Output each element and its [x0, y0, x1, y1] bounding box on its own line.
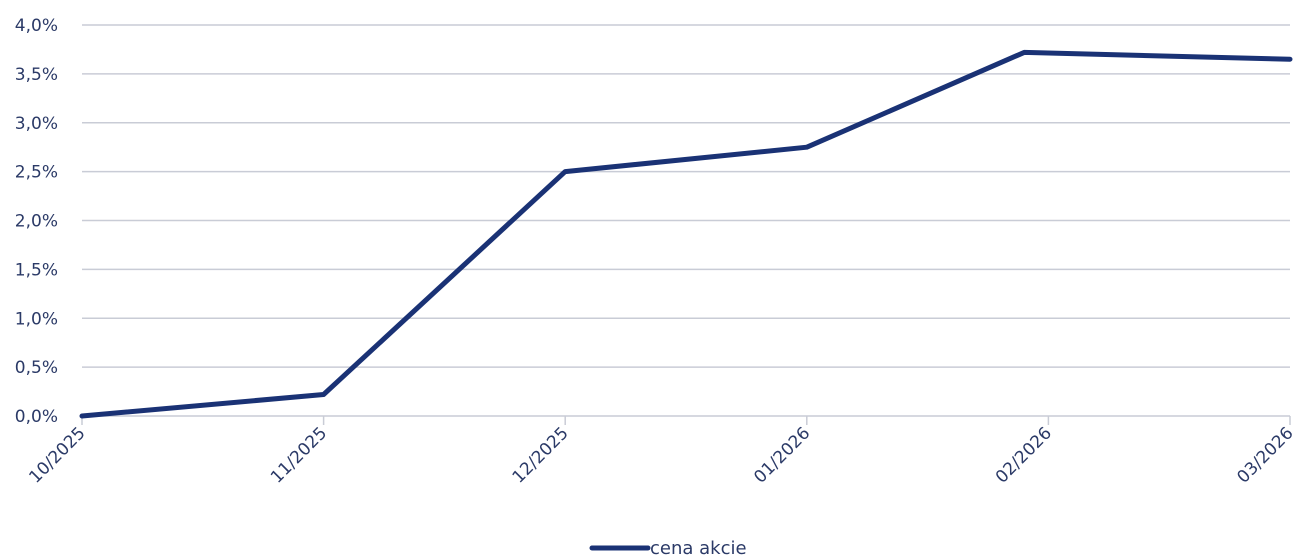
x-tick-label: 02/2026 [992, 423, 1056, 487]
y-tick-label: 0,5% [15, 358, 58, 378]
legend: cena akcie [589, 538, 747, 558]
legend-label: cena akcie [650, 538, 747, 558]
x-tick-label: 01/2026 [750, 423, 814, 487]
series-layer [79, 49, 1293, 419]
y-tick-label: 4,0% [15, 16, 58, 36]
y-tick-label: 2,0% [15, 212, 58, 232]
grid [82, 24, 1290, 417]
series-line [79, 49, 1293, 419]
x-tick-label: 10/2025 [25, 423, 89, 487]
y-tick-label: 2,5% [15, 163, 58, 183]
x-tick-label: 11/2025 [267, 423, 331, 487]
y-tick-label: 3,0% [15, 114, 58, 134]
x-tick-label: 03/2026 [1233, 423, 1297, 487]
y-tick-label: 0,0% [15, 407, 58, 427]
y-tick-label: 1,0% [15, 309, 58, 329]
y-axis: 0,0% 0,5% 1,0% 1,5% 2,0% 2,5% 3,0% 3,5% 4,0% [15, 16, 58, 427]
x-axis: 10/2025 11/2025 12/2025 01/2026 02/2026 03/20… [25, 416, 1298, 487]
y-tick-label: 1,5% [15, 260, 58, 280]
y-tick-label: 3,5% [15, 65, 58, 85]
x-tick-label: 12/2025 [509, 423, 573, 487]
